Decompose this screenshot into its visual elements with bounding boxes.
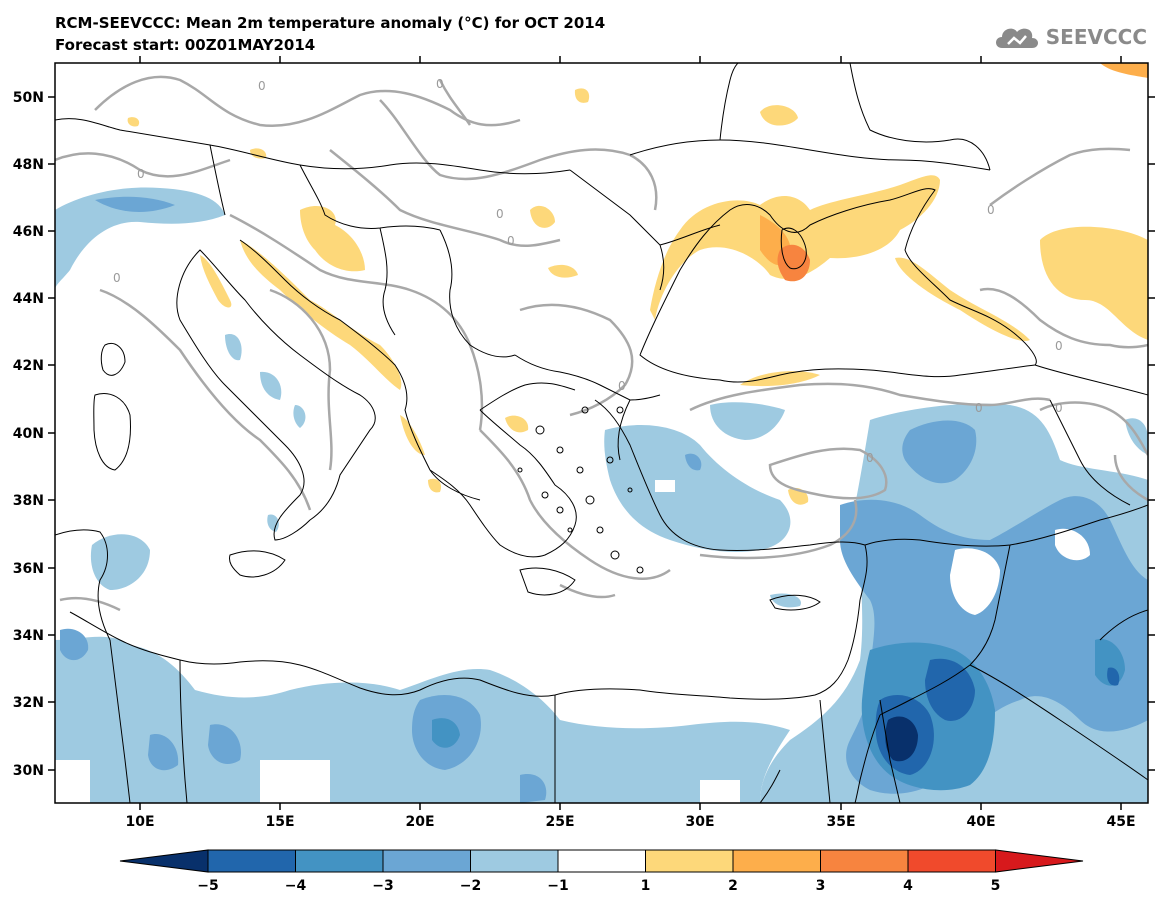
colorbar-max-arrow	[995, 849, 1084, 873]
colorbar-min-arrow	[119, 849, 209, 873]
lat-tick-label: 50N	[13, 90, 44, 106]
aegean-islands	[517, 406, 644, 574]
lat-tick-label: 44N	[13, 291, 44, 307]
colorbar-label: 2	[728, 878, 738, 894]
contour-label: 0	[507, 234, 515, 248]
colorbar-label: −5	[197, 878, 218, 894]
contour-label: 0	[618, 379, 626, 393]
colorbar-label: 5	[991, 878, 1001, 894]
contour-label: 0	[496, 207, 504, 221]
contour-label: 0	[113, 271, 121, 285]
lat-tick-label: 36N	[13, 561, 44, 577]
contour-label: 0	[866, 451, 874, 465]
cold-anomaly-areas	[55, 187, 1148, 803]
lat-tick-label: 34N	[13, 628, 44, 644]
lon-tick-label: 35E	[826, 814, 855, 830]
lat-tick-label: 32N	[13, 695, 44, 711]
colorbar-bin	[382, 849, 471, 873]
contour-label: 0	[436, 77, 444, 91]
colorbar: −5 −4 −3 −2 −1 1 2 3 4 5	[119, 849, 1084, 894]
colorbar-label: 4	[903, 878, 913, 894]
colorbar-bin	[470, 849, 559, 873]
forecast-start-label: Forecast start: 00Z01MAY2014	[55, 36, 316, 54]
map-area: 0 0 0 0 0 0 0 0 0 0 0 0	[55, 63, 1148, 803]
warm-anomaly-areas	[127, 63, 1148, 505]
contour-label: 0	[975, 401, 983, 415]
contour-label: 0	[137, 167, 145, 181]
colorbar-label: −2	[460, 878, 481, 894]
lon-tick-label: 15E	[265, 814, 294, 830]
logo-text: SEEVCCC	[1045, 25, 1147, 49]
contour-label: 0	[258, 79, 266, 93]
lat-tick-label: 40N	[13, 426, 44, 442]
cloud-icon	[995, 28, 1038, 48]
lat-tick-label: 48N	[13, 157, 44, 173]
colorbar-bin	[295, 849, 384, 873]
colorbar-bin	[907, 849, 996, 873]
lon-tick-label: 10E	[125, 814, 154, 830]
longitude-axis: 10E 15E 20E 25E 30E 35E 40E 45E	[125, 56, 1136, 830]
lat-tick-label: 46N	[13, 224, 44, 240]
colorbar-bin	[645, 849, 734, 873]
zero-contours	[55, 75, 1148, 612]
seevccc-logo: SEEVCCC	[992, 22, 1147, 52]
lon-tick-label: 20E	[405, 814, 434, 830]
lon-tick-label: 30E	[685, 814, 714, 830]
colorbar-label: −4	[285, 878, 307, 894]
colorbar-bin	[557, 849, 646, 873]
colorbar-bin	[207, 849, 296, 873]
lat-tick-label: 30N	[13, 763, 44, 779]
colorbar-label: 3	[816, 878, 826, 894]
lon-tick-label: 45E	[1106, 814, 1135, 830]
contour-labels: 0 0 0 0 0 0 0 0 0 0 0 0	[113, 77, 1063, 465]
lat-tick-label: 42N	[13, 358, 44, 374]
colorbar-label: −3	[372, 878, 393, 894]
lat-tick-label: 38N	[13, 493, 44, 509]
latitude-axis: 50N 48N 46N 44N 42N 40N 38N 36N 34N 32N …	[13, 90, 1155, 779]
colorbar-bin	[732, 849, 821, 873]
contour-label: 0	[987, 203, 995, 217]
lon-tick-label: 40E	[966, 814, 995, 830]
contour-label: 0	[1055, 401, 1063, 415]
lon-tick-label: 25E	[545, 814, 574, 830]
colorbar-label: −1	[547, 878, 568, 894]
coastlines	[55, 63, 1148, 803]
map-title: RCM-SEEVCCC: Mean 2m temperature anomaly…	[55, 14, 606, 32]
colorbar-label: 1	[641, 878, 651, 894]
colorbar-bin	[820, 849, 909, 873]
contour-label: 0	[1055, 339, 1063, 353]
